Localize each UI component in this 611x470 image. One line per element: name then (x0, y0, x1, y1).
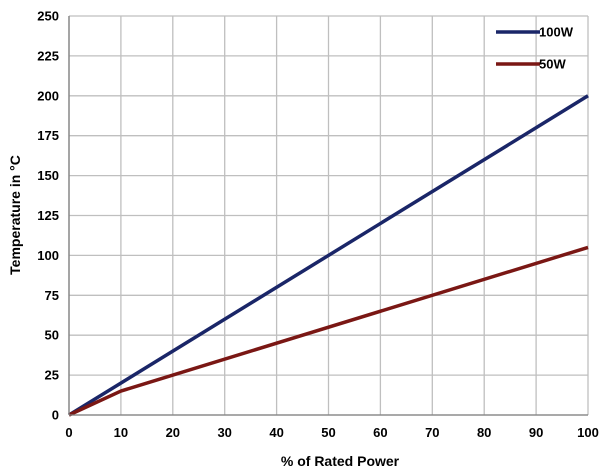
y-tick-labels: 0 25 50 75 100 125 150 175 200 225 250 (37, 9, 59, 423)
x-tick-label-0: 0 (65, 425, 72, 440)
y-tick-label-0: 0 (52, 408, 59, 423)
legend-label-100w: 100W (539, 25, 574, 40)
x-tick-label-10: 100 (577, 425, 599, 440)
x-tick-label-4: 40 (269, 425, 283, 440)
x-tick-label-5: 50 (321, 425, 335, 440)
legend: 100W 50W (496, 25, 574, 72)
x-tick-label-7: 70 (425, 425, 439, 440)
series-layer (68, 94, 589, 417)
y-axis-title: Temperature in °C (7, 155, 23, 275)
y-tick-label-4: 100 (37, 248, 59, 263)
series-line-100w (68, 94, 589, 417)
x-tick-label-3: 30 (217, 425, 231, 440)
legend-label-50w: 50W (539, 57, 566, 72)
x-tick-label-1: 10 (114, 425, 128, 440)
x-tick-label-9: 90 (529, 425, 543, 440)
y-tick-label-1: 25 (45, 368, 59, 383)
x-tick-labels: 0 10 20 30 40 50 60 70 80 90 100 (65, 425, 598, 440)
y-tick-label-5: 125 (37, 208, 59, 223)
y-tick-label-10: 250 (37, 9, 59, 24)
x-tick-label-2: 20 (166, 425, 180, 440)
x-axis-title: % of Rated Power (281, 453, 400, 469)
y-tick-label-6: 150 (37, 168, 59, 183)
x-tick-label-8: 80 (477, 425, 491, 440)
axes (68, 16, 588, 416)
y-tick-label-7: 175 (37, 128, 59, 143)
y-tick-label-8: 200 (37, 88, 59, 103)
series-line-50w (68, 245, 589, 417)
grid (68, 15, 589, 416)
y-tick-label-2: 50 (45, 328, 59, 343)
x-tick-label-6: 60 (373, 425, 387, 440)
y-tick-label-3: 75 (45, 288, 59, 303)
y-tick-label-9: 225 (37, 48, 59, 63)
